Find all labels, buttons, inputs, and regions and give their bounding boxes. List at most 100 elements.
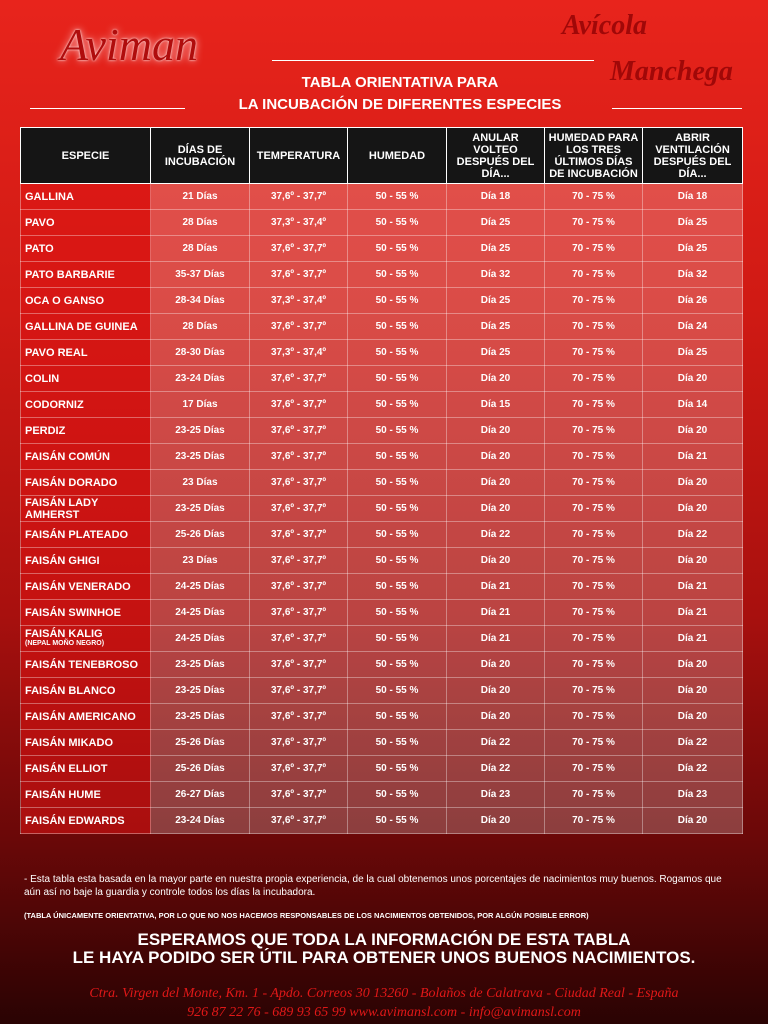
title: TABLA ORIENTATIVA PARA: [301, 74, 499, 91]
table-cell: 70 - 75 %: [544, 417, 643, 444]
table-cell: 70 - 75 %: [544, 781, 643, 808]
table-cell: 70 - 75 %: [544, 625, 643, 652]
table-cell: 23-24 Días: [150, 807, 250, 834]
column-header: TEMPERATURA: [249, 127, 348, 184]
table-cell: 28-34 Días: [150, 287, 250, 314]
table-row: FAISÁN KALIG (NEPAL MOÑO NEGRO) 24-25 Días…: [20, 625, 743, 652]
species-cell: FAISÁN MIKADO: [20, 729, 151, 756]
species-cell: PATO: [20, 235, 151, 262]
table-cell: 70 - 75 %: [544, 521, 643, 548]
table-cell: Día 21: [446, 573, 545, 600]
table-cell: 24-25 Días: [150, 599, 250, 626]
table-cell: 26-27 Días: [150, 781, 250, 808]
table-row: FAISÁN COMÚN 23-25 Días 37,6º - 37,7º 50 - …: [20, 443, 743, 470]
table-cell: 37,6º - 37,7º: [249, 677, 348, 704]
table-cell: 37,6º - 37,7º: [249, 495, 348, 522]
species-cell: PAVO REAL: [20, 339, 151, 366]
table-cell: 37,6º - 37,7º: [249, 521, 348, 548]
table-cell: 23 Días: [150, 547, 250, 574]
table-cell: 25-26 Días: [150, 729, 250, 756]
species-cell: FAISÁN ELLIOT: [20, 755, 151, 782]
table-cell: 37,6º - 37,7º: [249, 651, 348, 678]
table-cell: 70 - 75 %: [544, 287, 643, 314]
table-cell: Día 20: [446, 443, 545, 470]
table-cell: 21 Días: [150, 183, 250, 210]
species-cell: PATO BARBARIE: [20, 261, 151, 288]
table-row: COLIN 23-24 Días 37,6º - 37,7º 50 - 55 % Día…: [20, 365, 743, 392]
column-header: DÍAS DE INCUBACIÓN: [150, 127, 250, 184]
species-cell: FAISÁN HUME: [20, 781, 151, 808]
rule: [30, 108, 185, 109]
species-cell: OCA O GANSO: [20, 287, 151, 314]
table-cell: 50 - 55 %: [347, 443, 447, 470]
table-row: CODORNIZ 17 Días 37,6º - 37,7º 50 - 55 % Día…: [20, 391, 743, 418]
table-cell: 70 - 75 %: [544, 261, 643, 288]
table-cell: Día 20: [446, 365, 545, 392]
column-header: HUMEDAD PARA LOS TRES ÚLTIMOS DÍAS DE IN…: [544, 127, 643, 184]
table-cell: 70 - 75 %: [544, 209, 643, 236]
table-cell: 50 - 55 %: [347, 417, 447, 444]
table-row: FAISÁN SWINHOE 24-25 Días 37,6º - 37,7º 50 …: [20, 599, 743, 626]
table-cell: Día 20: [642, 807, 743, 834]
table-row: FAISÁN MIKADO 25-26 Días 37,6º - 37,7º 50 -…: [20, 729, 743, 756]
table-cell: 50 - 55 %: [347, 521, 447, 548]
table-cell: Día 22: [642, 729, 743, 756]
table-cell: 28 Días: [150, 235, 250, 262]
table-cell: Día 20: [642, 469, 743, 496]
table-cell: 70 - 75 %: [544, 729, 643, 756]
table-cell: Día 18: [642, 183, 743, 210]
table-cell: Día 25: [642, 339, 743, 366]
table-cell: 70 - 75 %: [544, 495, 643, 522]
table-row: PATO 28 Días 37,6º - 37,7º 50 - 55 % Día 25 7…: [20, 235, 743, 262]
table-cell: 70 - 75 %: [544, 547, 643, 574]
table-cell: 28 Días: [150, 313, 250, 340]
table-cell: 37,6º - 37,7º: [249, 547, 348, 574]
address: Ctra. Virgen del Monte, Km. 1 - Apdo. Co…: [89, 986, 679, 1001]
table-cell: 37,3º - 37,4º: [249, 339, 348, 366]
species-cell: FAISÁN DORADO: [20, 469, 151, 496]
table-cell: Día 20: [642, 651, 743, 678]
table-cell: 50 - 55 %: [347, 703, 447, 730]
table-cell: 70 - 75 %: [544, 183, 643, 210]
table-cell: Día 32: [642, 261, 743, 288]
table-cell: Día 20: [446, 677, 545, 704]
table-cell: 23-24 Días: [150, 365, 250, 392]
table-cell: 70 - 75 %: [544, 339, 643, 366]
table-row: PAVO REAL 28-30 Días 37,3º - 37,4º 50 - 55 …: [20, 339, 743, 366]
table-cell: Día 25: [446, 287, 545, 314]
species-cell: COLIN: [20, 365, 151, 392]
table-cell: Día 21: [642, 443, 743, 470]
table-cell: Día 20: [446, 703, 545, 730]
title: LA INCUBACIÓN DE DIFERENTES ESPECIES: [238, 96, 562, 113]
contact: 926 87 22 76 - 689 93 65 99 www.avimansl…: [187, 1005, 581, 1020]
table-cell: 70 - 75 %: [544, 599, 643, 626]
table-cell: 50 - 55 %: [347, 573, 447, 600]
table-cell: 37,6º - 37,7º: [249, 183, 348, 210]
table-cell: Día 25: [642, 209, 743, 236]
table-cell: Día 20: [446, 547, 545, 574]
species-cell: FAISÁN AMERICANO: [20, 703, 151, 730]
table-cell: 70 - 75 %: [544, 313, 643, 340]
table-cell: Día 15: [446, 391, 545, 418]
table-cell: 17 Días: [150, 391, 250, 418]
table-cell: 50 - 55 %: [347, 755, 447, 782]
species-cell: FAISÁN VENERADO: [20, 573, 151, 600]
table-cell: 37,6º - 37,7º: [249, 781, 348, 808]
table-cell: 50 - 55 %: [347, 547, 447, 574]
table-row: FAISÁN LADY AMHERST 23-25 Días 37,6º - 37,…: [20, 495, 743, 522]
header-row: ESPECIE DÍAS DE INCUBACIÓN TEMPERATURA HUME…: [20, 127, 743, 184]
species-cell: FAISÁN COMÚN: [20, 443, 151, 470]
closing: LE HAYA PODIDO SER ÚTIL PARA OBTENER UNO…: [72, 948, 696, 967]
table-cell: 37,6º - 37,7º: [249, 313, 348, 340]
table-cell: 24-25 Días: [150, 573, 250, 600]
species-cell: PERDIZ: [20, 417, 151, 444]
table-cell: Día 25: [446, 339, 545, 366]
table-cell: Día 20: [642, 495, 743, 522]
table-row: FAISÁN VENERADO 24-25 Días 37,6º - 37,7º 50…: [20, 573, 743, 600]
table-cell: Día 26: [642, 287, 743, 314]
table-row: FAISÁN EDWARDS 23-24 Días 37,6º - 37,7º 50 …: [20, 807, 743, 834]
brand-line: Avícola: [562, 10, 648, 41]
table-cell: 23-25 Días: [150, 443, 250, 470]
brand-line: Manchega: [610, 56, 733, 87]
